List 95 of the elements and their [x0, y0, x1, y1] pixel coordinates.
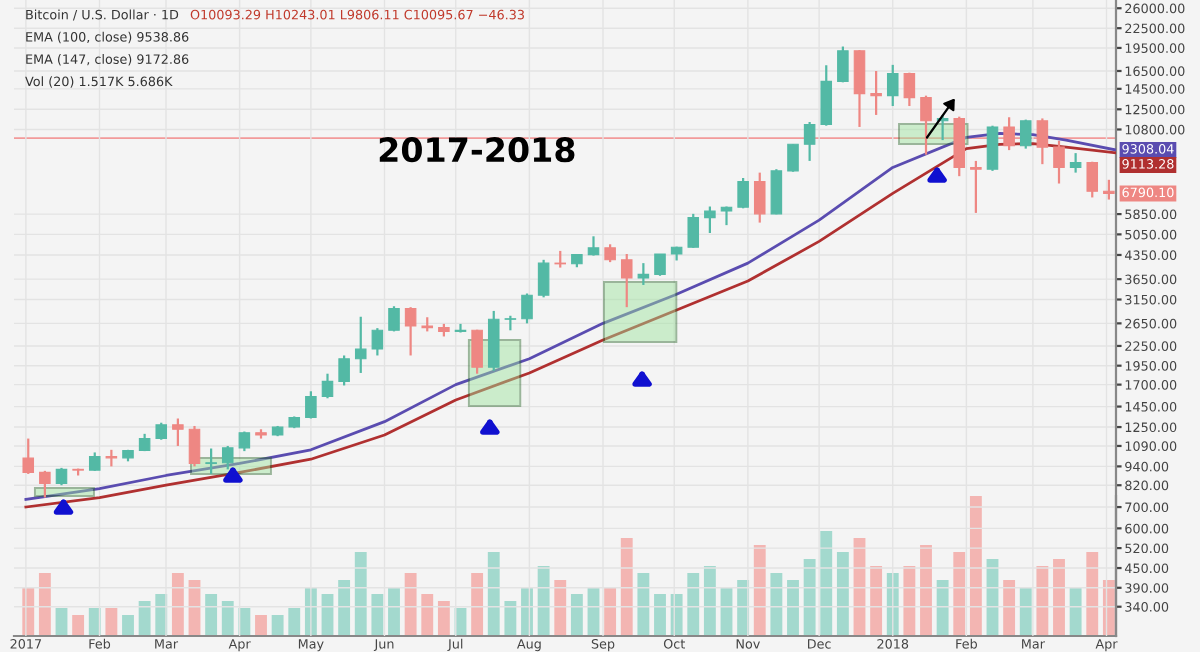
bar	[637, 573, 650, 636]
text: 2017-2018	[379, 137, 575, 163]
candlestick	[803, 120, 816, 163]
candlestick	[39, 469, 51, 499]
bar	[122, 615, 134, 636]
bar	[471, 573, 484, 636]
bar	[936, 580, 949, 636]
candlestick	[1103, 178, 1115, 201]
candlestick	[903, 71, 916, 108]
candlestick	[188, 424, 201, 468]
candlestick	[870, 69, 882, 117]
bar	[38, 573, 51, 636]
candlestick	[205, 447, 217, 476]
bar	[487, 552, 500, 636]
candlestick	[305, 390, 317, 420]
bar	[654, 594, 666, 636]
candlestick	[471, 328, 483, 375]
bar	[404, 573, 417, 636]
bar	[920, 545, 932, 636]
bar	[205, 594, 218, 636]
candlestick	[1086, 160, 1099, 199]
candlestick	[1053, 139, 1065, 185]
bar	[1053, 559, 1065, 636]
candlestick	[837, 45, 849, 84]
bar	[1069, 587, 1082, 636]
candlestick	[221, 444, 234, 471]
bar	[1019, 587, 1032, 636]
bar	[437, 601, 450, 636]
candlestick	[354, 315, 367, 375]
candlestick	[404, 306, 417, 357]
candlestick	[388, 305, 400, 333]
bar	[271, 615, 284, 636]
bar	[371, 594, 384, 636]
candlestick	[371, 327, 384, 357]
bar	[72, 615, 85, 636]
bar	[255, 615, 267, 636]
candlestick	[88, 451, 101, 472]
bar	[969, 496, 982, 636]
bar	[770, 573, 783, 636]
bar	[138, 601, 151, 636]
bar	[870, 566, 883, 636]
candlestick	[853, 48, 866, 129]
candlestick	[338, 354, 350, 387]
candlestick	[886, 63, 899, 108]
bar	[421, 594, 434, 636]
candlestick	[737, 176, 749, 210]
bar	[1086, 552, 1099, 636]
bar	[554, 580, 567, 636]
candlestick	[22, 437, 35, 476]
bar	[504, 601, 517, 636]
bar	[221, 601, 234, 636]
candlestick	[1069, 152, 1082, 174]
candlestick	[770, 168, 783, 216]
candlestick	[704, 205, 716, 235]
candlestick	[1036, 117, 1049, 166]
bar	[105, 608, 118, 636]
bar	[570, 594, 583, 636]
candlestick	[487, 309, 500, 372]
bar	[753, 545, 766, 636]
candlestick	[637, 262, 650, 287]
candlestick	[537, 258, 550, 299]
candlestick	[1019, 118, 1032, 150]
bar	[1036, 566, 1049, 636]
bar	[537, 566, 550, 636]
candlestick	[820, 64, 833, 127]
bar	[803, 559, 816, 636]
bar	[604, 587, 617, 636]
bar	[1003, 580, 1016, 636]
candlestick	[172, 417, 184, 448]
candlestick	[1003, 116, 1015, 152]
candlestick	[521, 292, 533, 325]
bar	[903, 566, 916, 636]
candlestick	[986, 124, 999, 172]
candlestick	[787, 143, 799, 173]
bar	[687, 573, 700, 636]
bar	[338, 580, 351, 636]
candlestick	[654, 252, 666, 277]
bar	[953, 552, 966, 636]
bar	[836, 552, 849, 636]
bar	[171, 573, 184, 636]
bar	[288, 608, 301, 636]
candlestick	[753, 171, 766, 224]
candlestick	[454, 322, 467, 334]
candlestick	[587, 235, 600, 257]
candlestick	[920, 94, 932, 156]
bar	[620, 538, 633, 636]
bar	[354, 552, 367, 636]
candlestick	[687, 212, 700, 249]
bar	[820, 531, 833, 636]
bar	[787, 580, 799, 636]
candlestick	[620, 252, 633, 309]
bar	[703, 566, 716, 636]
bar	[388, 587, 400, 636]
candlestick	[970, 159, 982, 215]
candlestick	[321, 372, 334, 400]
